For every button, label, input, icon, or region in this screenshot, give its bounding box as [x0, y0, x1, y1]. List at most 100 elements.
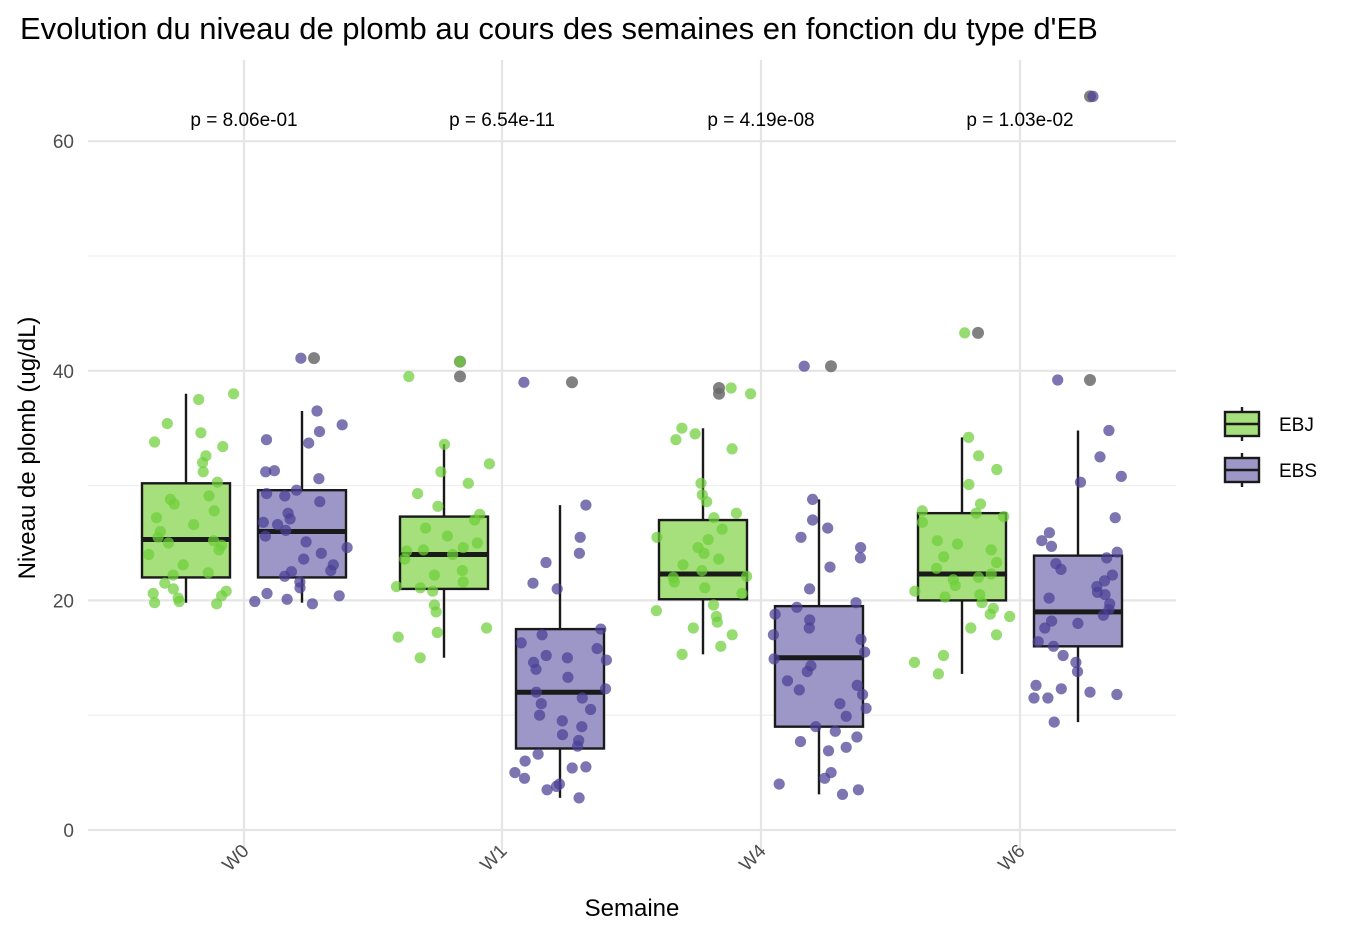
data-point — [855, 542, 867, 554]
outlier-point — [825, 360, 837, 373]
data-point — [217, 441, 229, 453]
box-iqr — [773, 604, 865, 728]
outlier-point — [1084, 373, 1096, 386]
data-point — [984, 608, 996, 620]
data-point — [551, 583, 563, 595]
data-point — [211, 476, 223, 488]
data-point — [576, 721, 588, 733]
data-point — [527, 577, 539, 589]
data-point — [257, 516, 269, 528]
data-point — [970, 507, 982, 519]
data-point — [1115, 470, 1127, 482]
data-point — [730, 507, 743, 519]
data-point — [535, 698, 547, 710]
data-point — [1043, 527, 1055, 539]
box-ebj-w0 — [140, 393, 232, 603]
data-point — [804, 583, 816, 595]
data-point — [794, 736, 807, 748]
box-iqr — [916, 511, 1008, 602]
data-point — [932, 668, 945, 680]
data-point — [481, 622, 493, 634]
data-point — [829, 725, 841, 737]
data-point — [471, 537, 483, 549]
data-point — [852, 784, 865, 796]
data-point — [822, 522, 834, 534]
data-point — [1084, 686, 1096, 698]
data-point — [600, 654, 613, 666]
data-point — [807, 493, 819, 505]
data-point — [562, 671, 574, 683]
data-point — [974, 498, 987, 510]
data-point — [1030, 679, 1042, 692]
data-point — [556, 729, 569, 741]
data-point — [574, 531, 586, 543]
data-point — [313, 426, 326, 438]
data-point — [851, 679, 863, 692]
data-point — [767, 629, 780, 641]
data-point — [518, 376, 530, 388]
data-point — [990, 629, 1003, 641]
data-point — [313, 473, 325, 485]
x-tick-label: W1 — [477, 841, 512, 876]
data-point — [300, 536, 312, 548]
data-point — [908, 656, 921, 669]
data-point — [438, 438, 450, 450]
data-point — [834, 698, 846, 710]
data-point — [916, 516, 929, 528]
data-point — [1046, 615, 1058, 627]
data-point — [280, 524, 292, 537]
data-point — [795, 531, 807, 543]
data-point — [285, 566, 297, 578]
data-point — [540, 556, 552, 569]
data-point — [822, 745, 835, 757]
data-point — [303, 437, 315, 449]
data-point — [695, 477, 707, 489]
data-point — [159, 577, 171, 589]
data-point — [585, 703, 597, 716]
data-point — [420, 522, 432, 534]
data-point — [202, 567, 214, 579]
data-point — [298, 553, 310, 565]
data-point — [519, 755, 531, 767]
data-point — [213, 544, 225, 556]
data-point — [197, 466, 209, 478]
data-point — [857, 688, 869, 701]
data-point — [807, 514, 819, 526]
data-point — [824, 561, 836, 573]
data-point — [325, 565, 337, 577]
data-point — [1109, 512, 1121, 524]
data-point — [1055, 563, 1067, 576]
chart-title: Evolution du niveau de plomb au cours de… — [20, 11, 1098, 46]
data-point — [143, 548, 155, 561]
data-point — [260, 434, 273, 446]
data-point — [532, 748, 544, 760]
jitter-points — [143, 90, 1127, 804]
data-point — [576, 692, 588, 704]
data-point — [1074, 476, 1087, 488]
data-point — [306, 598, 318, 610]
data-point — [333, 590, 345, 602]
data-point — [972, 571, 985, 584]
data-point — [268, 465, 280, 477]
data-point — [457, 542, 469, 554]
outlier-point — [566, 376, 578, 389]
data-point — [336, 419, 348, 431]
y-axis-ticks: 0 20 40 60 — [53, 132, 74, 842]
data-point — [1099, 589, 1111, 601]
data-point — [713, 553, 725, 565]
data-point — [530, 663, 542, 675]
y-axis-title: Niveau de plomb (ug/dL) — [14, 317, 41, 580]
data-point — [1052, 374, 1064, 386]
data-point — [667, 571, 679, 584]
data-point — [572, 740, 584, 752]
p-value-annotations: p = 8.06e-01 p = 6.54e-11 p = 4.19e-08 p = … — [190, 110, 1073, 131]
data-point — [294, 582, 306, 594]
data-point — [261, 587, 273, 600]
data-point — [515, 637, 527, 649]
data-point — [167, 569, 179, 581]
data-point — [216, 590, 228, 602]
data-point — [930, 562, 943, 574]
data-point — [147, 587, 159, 600]
data-point — [711, 616, 723, 628]
